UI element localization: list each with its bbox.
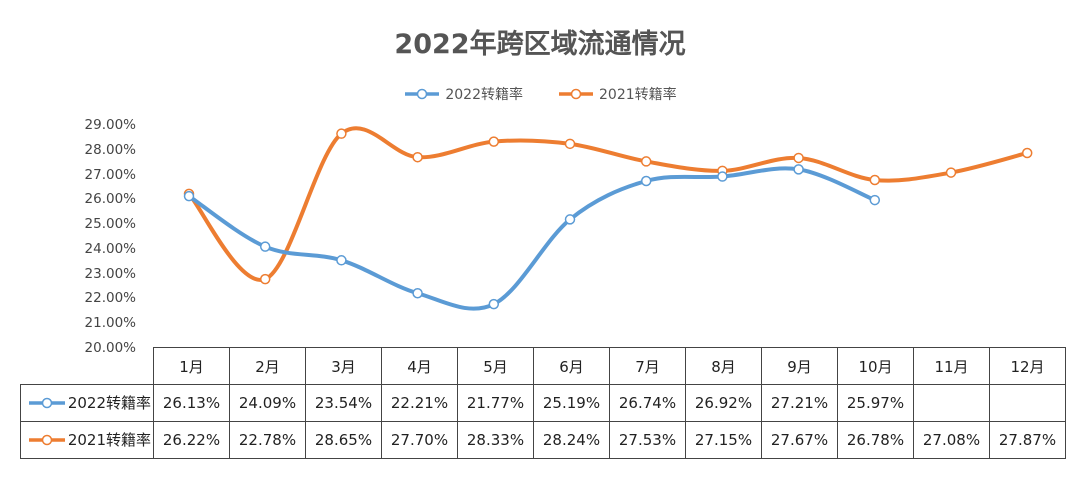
y-tick-label: 24.00% [84,240,136,257]
row-label-2022: 2022转籍率 [67,394,151,413]
series-line-2022转籍率 [187,166,877,311]
data-point [183,190,195,202]
row-header-2021: 2021转籍率 [20,421,154,459]
table-cell [989,384,1066,422]
table-header-cell: 1月 [153,347,230,385]
y-tick-label: 26.00% [84,191,136,208]
table-cell: 28.33% [457,421,534,459]
chart-title: 2022年跨区域流通情况 [394,29,686,60]
legend-marker-2021 [559,88,593,100]
table-cell: 26.78% [837,421,914,459]
y-tick-label: 21.00% [84,315,136,332]
table-header-cell: 3月 [305,347,382,385]
table-cell: 25.19% [533,384,610,422]
data-table: 1月 2月 3月 4月 5月 6月 7月 8月 9月 10月 11月 12月 2… [20,347,1066,459]
table-cell: 28.65% [305,421,382,459]
y-tick-label: 28.00% [84,141,136,158]
y-tick-label: 25.00% [84,216,136,233]
table-header-cell: 8月 [685,347,762,385]
legend-label-2021: 2021转籍率 [599,87,677,103]
data-point [793,152,804,164]
data-point [412,151,423,163]
data-point [259,273,271,285]
data-point [640,156,652,167]
table-cell: 27.53% [609,421,686,459]
table-cell: 25.97% [837,384,914,422]
y-tick-label: 27.00% [84,166,136,183]
table-header-row: 1月 2月 3月 4月 5月 6月 7月 8月 9月 10月 11月 12月 [21,347,1066,385]
row-marker-2021 [28,434,65,445]
table-cell: 27.70% [381,421,458,459]
table-header-cell: 12月 [989,347,1066,385]
y-tick-label: 29.00% [84,117,136,133]
data-point [869,194,881,206]
legend: 2022转籍率 2021转籍率 [0,84,1080,104]
table-cell: 26.92% [685,384,762,422]
y-tick-label: 20.00% [84,340,136,356]
table-cell: 22.21% [381,384,458,422]
table-cell: 24.09% [229,384,306,422]
y-tick-label: 22.00% [84,290,136,307]
data-point [336,128,347,139]
data-point [259,241,271,252]
legend-item-2022: 2022转籍率 [403,84,523,104]
data-point [488,136,500,147]
table-cell: 22.78% [229,421,306,459]
row-marker-2022 [28,397,65,408]
table-cell: 23.54% [305,384,382,422]
table-cell: 27.21% [761,384,838,422]
table-header-cell: 10月 [837,347,914,385]
table-cell: 27.15% [685,421,762,459]
data-point [488,298,500,310]
table-cell: 27.08% [913,421,990,459]
table-corner [21,348,154,385]
table-header-cell: 4月 [381,347,458,385]
table-row-2022: 2022转籍率 26.13% 24.09% 23.54% 22.21% 21.7… [20,384,1066,422]
data-point [793,164,804,175]
table-header-cell: 2月 [229,347,306,385]
legend-label-2022: 2022转籍率 [445,87,523,103]
y-tick-label: 23.00% [84,265,136,282]
data-point [717,171,728,182]
table-row-2021: 2021转籍率 26.22% 22.78% 28.65% 27.70% 28.3… [20,421,1066,459]
table-cell: 21.77% [457,384,534,422]
data-point [336,255,347,266]
legend-item-2021: 2021转籍率 [557,84,677,104]
table-header-cell: 6月 [533,347,610,385]
data-point [564,214,576,225]
table-cell: 27.67% [761,421,838,459]
data-point [564,138,576,150]
row-header-2022: 2022转籍率 [20,384,154,422]
table-header-cell: 5月 [457,347,534,385]
legend-marker-2022 [405,88,440,100]
table-cell: 26.74% [609,384,686,422]
table-cell [913,384,990,422]
row-label-2021: 2021转籍率 [67,431,151,450]
data-point [1021,147,1033,159]
table-cell: 27.87% [989,421,1066,459]
table-cell: 26.13% [153,384,230,422]
table-header-cell: 11月 [913,347,990,385]
table-header-cell: 7月 [609,347,686,385]
data-point [869,174,881,186]
data-point [412,287,423,299]
data-point [640,175,652,187]
table-cell: 28.24% [533,421,610,459]
table-cell: 26.22% [153,421,230,459]
data-point [945,167,957,178]
table-header-cell: 9月 [761,347,838,385]
